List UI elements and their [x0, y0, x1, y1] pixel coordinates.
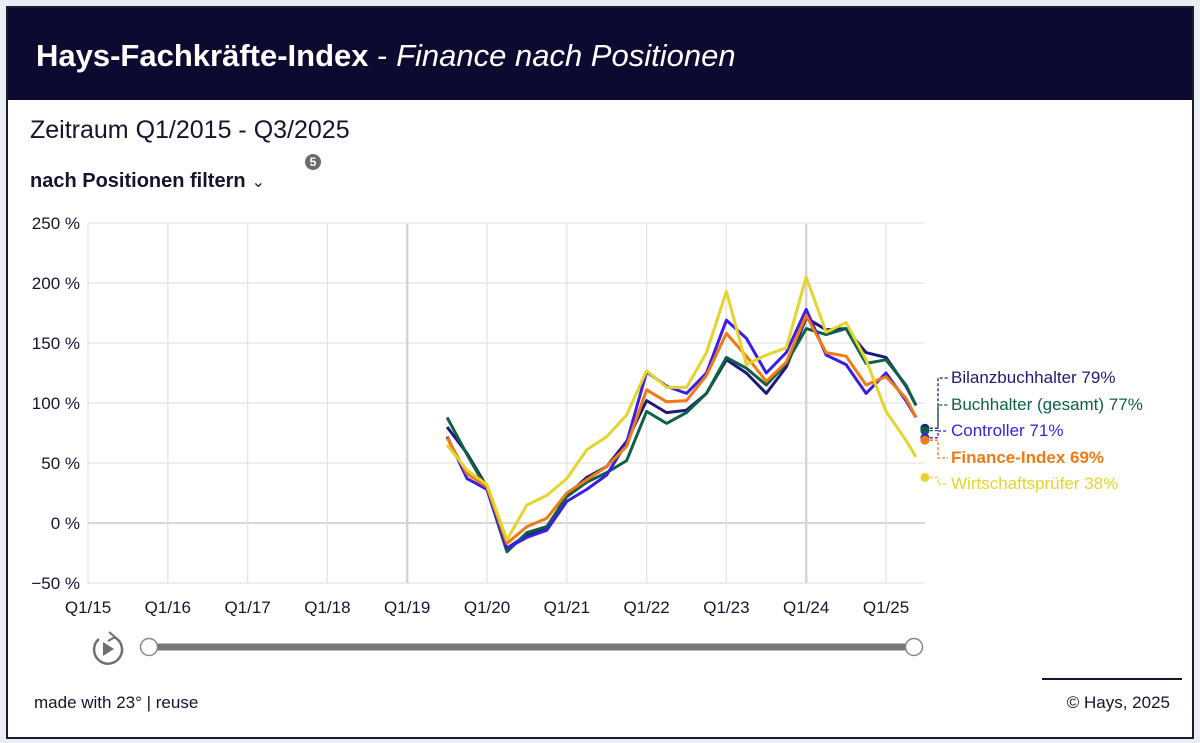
series-end-label: Buchhalter (gesamt) 77% — [951, 395, 1143, 414]
series-line-3[interactable] — [445, 313, 918, 545]
series-line-0[interactable] — [445, 316, 918, 550]
replay-play-icon[interactable] — [92, 631, 124, 665]
y-tick-label: −50 % — [31, 574, 80, 593]
footer-divider — [1042, 678, 1182, 680]
label-connector — [929, 439, 948, 459]
x-tick-label: Q1/24 — [783, 598, 829, 617]
chevron-down-icon: ⌄ — [251, 174, 265, 191]
title-bold: Hays-Fachkräfte-Index — [36, 38, 369, 73]
x-tick-label: Q1/16 — [145, 598, 191, 617]
x-tick-label: Q1/18 — [304, 598, 350, 617]
x-tick-label: Q1/22 — [623, 598, 669, 617]
slider-handle-start[interactable] — [139, 637, 159, 657]
series-end-label: Controller 71% — [951, 421, 1063, 440]
series-end-label: Wirtschaftsprüfer 38% — [951, 474, 1118, 493]
filter-count-badge: 5 — [305, 154, 321, 170]
widget-frame — [6, 6, 1194, 739]
series-line-4[interactable] — [445, 275, 918, 542]
slider[interactable] — [92, 631, 924, 665]
x-tick-label: Q1/20 — [464, 598, 510, 617]
label-connector — [929, 476, 948, 485]
y-tick-label: 50 % — [41, 454, 80, 473]
made-with-credit[interactable]: made with 23° | reuse — [34, 693, 199, 712]
label-connector — [929, 430, 948, 439]
y-tick-label: 150 % — [32, 334, 80, 353]
copyright: © Hays, 2025 — [1066, 693, 1170, 712]
x-tick-label: Q1/17 — [224, 598, 270, 617]
y-tick-label: 200 % — [32, 274, 80, 293]
page-title: Hays-Fachkräfte-Index - Finance nach Pos… — [36, 38, 736, 74]
series-end-label: Bilanzbuchhalter 79% — [951, 368, 1115, 387]
title-separator: - — [368, 38, 397, 73]
series-end-point[interactable] — [920, 426, 930, 436]
x-tick-label: Q1/23 — [703, 598, 749, 617]
series-end-label: Finance-Index 69% — [951, 448, 1104, 467]
y-tick-label: 100 % — [32, 394, 80, 413]
series-end-point[interactable] — [920, 435, 930, 445]
filter-label: nach Positionen filtern — [30, 170, 246, 192]
label-connector — [929, 377, 948, 429]
slider-handle-end[interactable] — [904, 637, 924, 657]
series-line-1[interactable] — [445, 327, 918, 554]
x-tick-label: Q1/25 — [863, 598, 909, 617]
x-tick-label: Q1/21 — [544, 598, 590, 617]
y-tick-label: 0 % — [51, 514, 80, 533]
label-connector — [929, 404, 948, 432]
title-italic: Finance nach Positionen — [396, 38, 736, 73]
position-filter-dropdown[interactable]: nach Positionen filtern ⌄ — [30, 170, 265, 193]
x-tick-label: Q1/19 — [384, 598, 430, 617]
x-tick-label: Q1/15 — [65, 598, 111, 617]
header-bar: Hays-Fachkräfte-Index - Finance nach Pos… — [8, 8, 1192, 100]
y-tick-label: 250 % — [32, 214, 80, 233]
series-end-point[interactable] — [920, 472, 930, 482]
series-line-2[interactable] — [445, 307, 918, 550]
period-label: Zeitraum Q1/2015 - Q3/2025 — [30, 116, 350, 144]
